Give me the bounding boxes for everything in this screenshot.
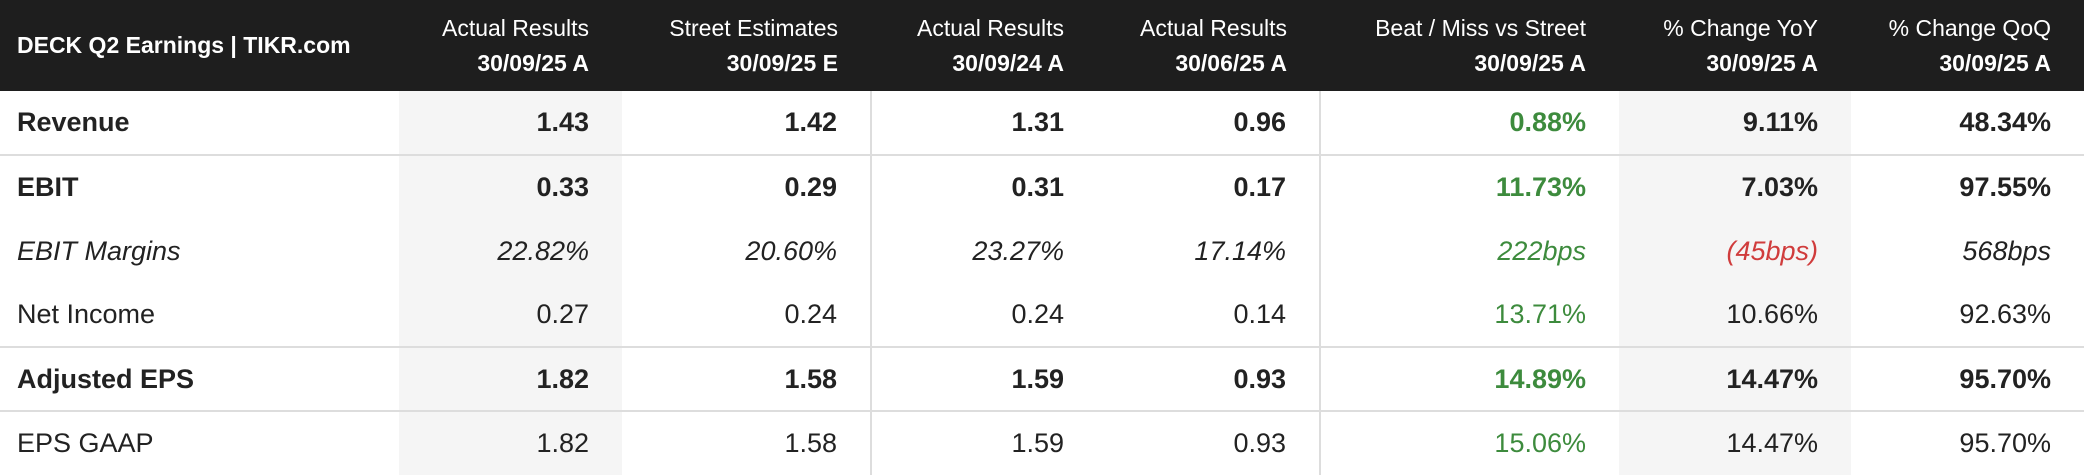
column-header: Actual Results 30/06/25 A [1097,0,1320,91]
row-label: Adjusted EPS [17,363,195,394]
column-label: % Change QoQ [1888,14,2051,41]
cell-value: 0.93 [1097,411,1321,475]
cell-value: 0.27 [399,283,622,347]
column-label: Actual Results [1139,14,1287,41]
cell-value: 23.27% [972,235,1064,266]
table-row: Adjusted EPS 1.82 1.58 1.59 0.93 14.89% 14.47%… [0,347,2084,411]
cell-value: 0.31 [1011,172,1064,202]
column-header: Actual Results 30/09/25 A [399,0,622,91]
cell-value: 13.71% [1494,299,1586,329]
cell-value: 0.96 [1097,91,1321,155]
cell-value: 11.73% [1495,172,1586,202]
cell-value: 0.33 [399,155,622,219]
cell-value: 1.31 [1011,107,1064,137]
table-title: DECK Q2 Earnings | TIKR.com [17,32,351,58]
column-label: % Change YoY [1663,14,1818,41]
cell-value: 1.43 [399,91,622,155]
row-label: Revenue [17,107,130,137]
column-date: 30/09/25 A [1939,49,2051,76]
column-label: Street Estimates [669,14,838,41]
column-date: 30/09/25 A [1706,49,1818,76]
cell-value: 14.47% [1619,347,1851,411]
cell-value: 1.58 [622,411,872,475]
column-label: Actual Results [441,14,589,41]
column-header: % Change QoQ 30/09/25 A [1851,0,2084,91]
column-date: 30/09/24 A [952,49,1064,76]
cell-value: 97.55% [1959,172,2051,202]
cell-value: 17.14% [1097,219,1321,283]
column-date: 30/09/25 A [477,49,589,76]
column-date: 30/09/25 A [1474,49,1586,76]
row-label: EBIT [17,172,79,202]
cell-value: 1.42 [622,91,872,155]
column-date: 30/09/25 E [726,49,838,76]
column-header: Street Estimates 30/09/25 E [622,0,871,91]
cell-value: 20.60% [622,219,872,283]
table-body: Revenue 1.43 1.42 1.31 0.96 0.88% 9.11% 48.34% E… [0,91,2084,475]
table-row: EBIT 0.33 0.29 0.31 0.17 11.73% 7.03% 97.55% [0,155,2084,219]
cell-value: 0.88% [1509,107,1586,137]
cell-value: (45bps) [1619,219,1851,283]
cell-value: 568bps [1962,235,2051,266]
cell-value: 1.58 [622,347,872,411]
cell-value: 0.24 [1011,299,1064,329]
table-row: Revenue 1.43 1.42 1.31 0.96 0.88% 9.11% 48.34% [0,91,2084,155]
cell-value: 14.89% [1494,363,1586,394]
row-label: EPS GAAP [17,428,154,458]
cell-value: 0.29 [622,155,872,219]
column-header: Beat / Miss vs Street 30/09/25 A [1320,0,1619,91]
table-row: EPS GAAP 1.82 1.58 1.59 0.93 15.06% 14.47% 95.7… [0,411,2084,475]
column-date: 30/06/25 A [1175,49,1287,76]
cell-value: 48.34% [1959,107,2051,137]
cell-value: 0.93 [1097,347,1321,411]
row-label: EBIT Margins [17,235,181,266]
cell-value: 1.59 [1011,428,1064,458]
cell-value: 222bps [1497,235,1586,266]
column-header: % Change YoY 30/09/25 A [1619,0,1851,91]
cell-value: 22.82% [399,219,622,283]
cell-value: 9.11% [1619,91,1851,155]
table-header: DECK Q2 Earnings | TIKR.com Actual Resul… [0,0,2084,91]
cell-value: 1.82 [399,347,622,411]
column-header: Actual Results 30/09/24 A [871,0,1097,91]
header-row: DECK Q2 Earnings | TIKR.com Actual Resul… [0,0,2084,91]
row-label: Net Income [17,299,156,329]
cell-value: 92.63% [1959,299,2051,329]
cell-value: 0.14 [1097,283,1321,347]
column-label: Actual Results [916,14,1064,41]
table-row: EBIT Margins 22.82% 20.60% 23.27% 17.14% 222b… [0,219,2084,283]
cell-value: 95.70% [1959,363,2051,394]
column-label: Beat / Miss vs Street [1375,14,1586,41]
cell-value: 15.06% [1494,428,1586,458]
cell-value: 95.70% [1959,428,2051,458]
cell-value: 1.82 [399,411,622,475]
cell-value: 0.24 [622,283,872,347]
table-row: Net Income 0.27 0.24 0.24 0.14 13.71% 10.66% 92… [0,283,2084,347]
cell-value: 7.03% [1619,155,1851,219]
cell-value: 14.47% [1619,411,1851,475]
cell-value: 1.59 [1011,363,1064,394]
cell-value: 10.66% [1619,283,1851,347]
cell-value: 0.17 [1097,155,1321,219]
